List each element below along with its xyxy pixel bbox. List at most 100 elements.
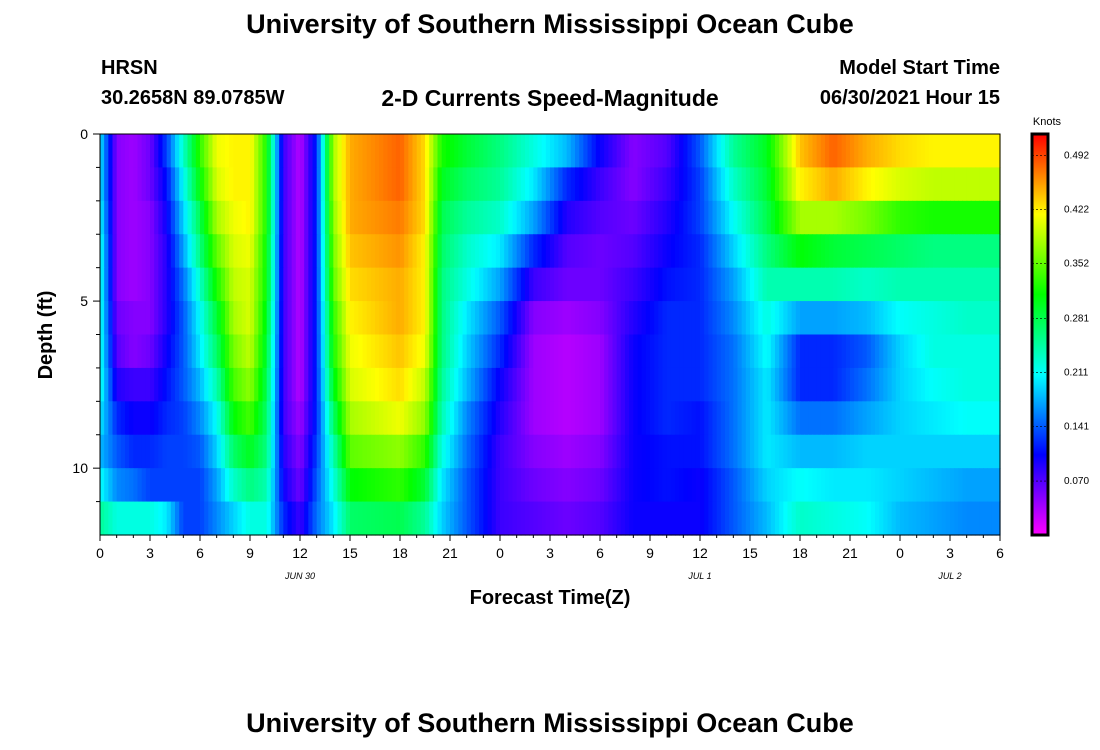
heatmap-cell — [608, 401, 614, 436]
heatmap-cell — [625, 468, 630, 503]
heatmap-cell — [387, 501, 393, 536]
heatmap-cell — [512, 334, 518, 369]
heatmap-cell — [970, 200, 976, 235]
heatmap-cell — [108, 401, 114, 436]
heatmap-cell — [687, 301, 693, 336]
heatmap-cell — [654, 401, 659, 436]
heatmap-cell — [633, 301, 639, 336]
heatmap-cell — [358, 301, 364, 336]
heatmap-cell — [633, 367, 639, 402]
heatmap-cell — [150, 501, 155, 536]
heatmap-cell — [950, 267, 955, 302]
heatmap-cell — [770, 401, 776, 436]
heatmap-cell — [154, 501, 159, 536]
heatmap-cell — [400, 200, 405, 235]
heatmap-cell — [829, 334, 834, 369]
heatmap-cell — [116, 267, 122, 302]
heatmap-cell — [895, 167, 901, 202]
heatmap-cell — [270, 401, 276, 436]
heatmap-cell — [462, 267, 468, 302]
heatmap-cell — [825, 334, 830, 369]
heatmap-cell — [920, 167, 926, 202]
heatmap-cell — [579, 234, 584, 269]
heatmap-cell — [225, 434, 230, 469]
heatmap-cell — [604, 301, 609, 336]
heatmap-cell — [141, 134, 147, 169]
heatmap-cell — [566, 334, 572, 369]
heatmap-cell — [104, 501, 109, 536]
heatmap-cell — [600, 434, 605, 469]
heatmap-cell — [687, 234, 693, 269]
heatmap-cell — [920, 367, 926, 402]
heatmap-cell — [666, 267, 672, 302]
heatmap-cell — [591, 401, 597, 436]
heatmap-cell — [708, 501, 714, 536]
heatmap-cell — [362, 234, 368, 269]
heatmap-cell — [866, 267, 872, 302]
heatmap-cell — [816, 234, 822, 269]
heatmap-cell — [433, 134, 439, 169]
heatmap-cell — [995, 167, 1001, 202]
heatmap-cell — [575, 468, 580, 503]
heatmap-cell — [658, 468, 664, 503]
heatmap-cell — [312, 468, 318, 503]
heatmap-cell — [520, 134, 526, 169]
heatmap-cell — [920, 401, 926, 436]
heatmap-cell — [766, 200, 772, 235]
heatmap-cell — [508, 367, 514, 402]
heatmap-cell — [583, 301, 589, 336]
heatmap-cell — [391, 334, 397, 369]
heatmap-cell — [420, 367, 426, 402]
heatmap-cell — [504, 434, 509, 469]
heatmap-cell — [870, 468, 876, 503]
heatmap-cell — [629, 134, 634, 169]
heatmap-cell — [616, 301, 622, 336]
heatmap-cell — [625, 367, 630, 402]
heatmap-cell — [416, 301, 422, 336]
heatmap-cell — [395, 334, 401, 369]
chart-subtitle: 2-D Currents Speed-Magnitude — [381, 85, 719, 111]
heatmap-cell — [891, 267, 897, 302]
heatmap-cell — [333, 301, 339, 336]
heatmap-cell — [129, 200, 134, 235]
heatmap-cell — [341, 167, 347, 202]
heatmap-cell — [725, 501, 730, 536]
heatmap-cell — [512, 401, 518, 436]
heatmap-cell — [787, 501, 793, 536]
heatmap-cell — [162, 367, 168, 402]
heatmap-cell — [620, 301, 626, 336]
heatmap-cell — [187, 367, 193, 402]
heatmap-cell — [816, 367, 822, 402]
heatmap-cell — [500, 367, 505, 402]
heatmap-cell — [508, 501, 514, 536]
heatmap-cell — [283, 301, 289, 336]
heatmap-cell — [250, 134, 255, 169]
heatmap-cell — [308, 367, 314, 402]
heatmap-cell — [891, 401, 897, 436]
heatmap-cell — [754, 434, 759, 469]
heatmap-cell — [325, 134, 330, 169]
heatmap-cell — [258, 301, 264, 336]
heatmap-cell — [833, 200, 839, 235]
heatmap-cell — [429, 334, 434, 369]
heatmap-cell — [495, 301, 501, 336]
heatmap-cell — [537, 301, 543, 336]
heatmap-cell — [362, 267, 368, 302]
heatmap-cell — [245, 367, 251, 402]
heatmap-cell — [108, 200, 114, 235]
heatmap-cell — [341, 334, 347, 369]
heatmap-cell — [241, 134, 247, 169]
heatmap-cell — [445, 468, 451, 503]
heatmap-cell — [929, 200, 934, 235]
heatmap-cell — [829, 167, 834, 202]
colorbar-tick-label: 0.352 — [1064, 259, 1089, 270]
heatmap-cell — [970, 234, 976, 269]
heatmap-cell — [533, 367, 539, 402]
heatmap-cell — [354, 367, 359, 402]
heatmap-cell — [533, 501, 539, 536]
heatmap-cell — [766, 334, 772, 369]
heatmap-cell — [529, 434, 534, 469]
heatmap-cell — [895, 501, 901, 536]
heatmap-cell — [812, 367, 818, 402]
heatmap-cell — [250, 267, 255, 302]
